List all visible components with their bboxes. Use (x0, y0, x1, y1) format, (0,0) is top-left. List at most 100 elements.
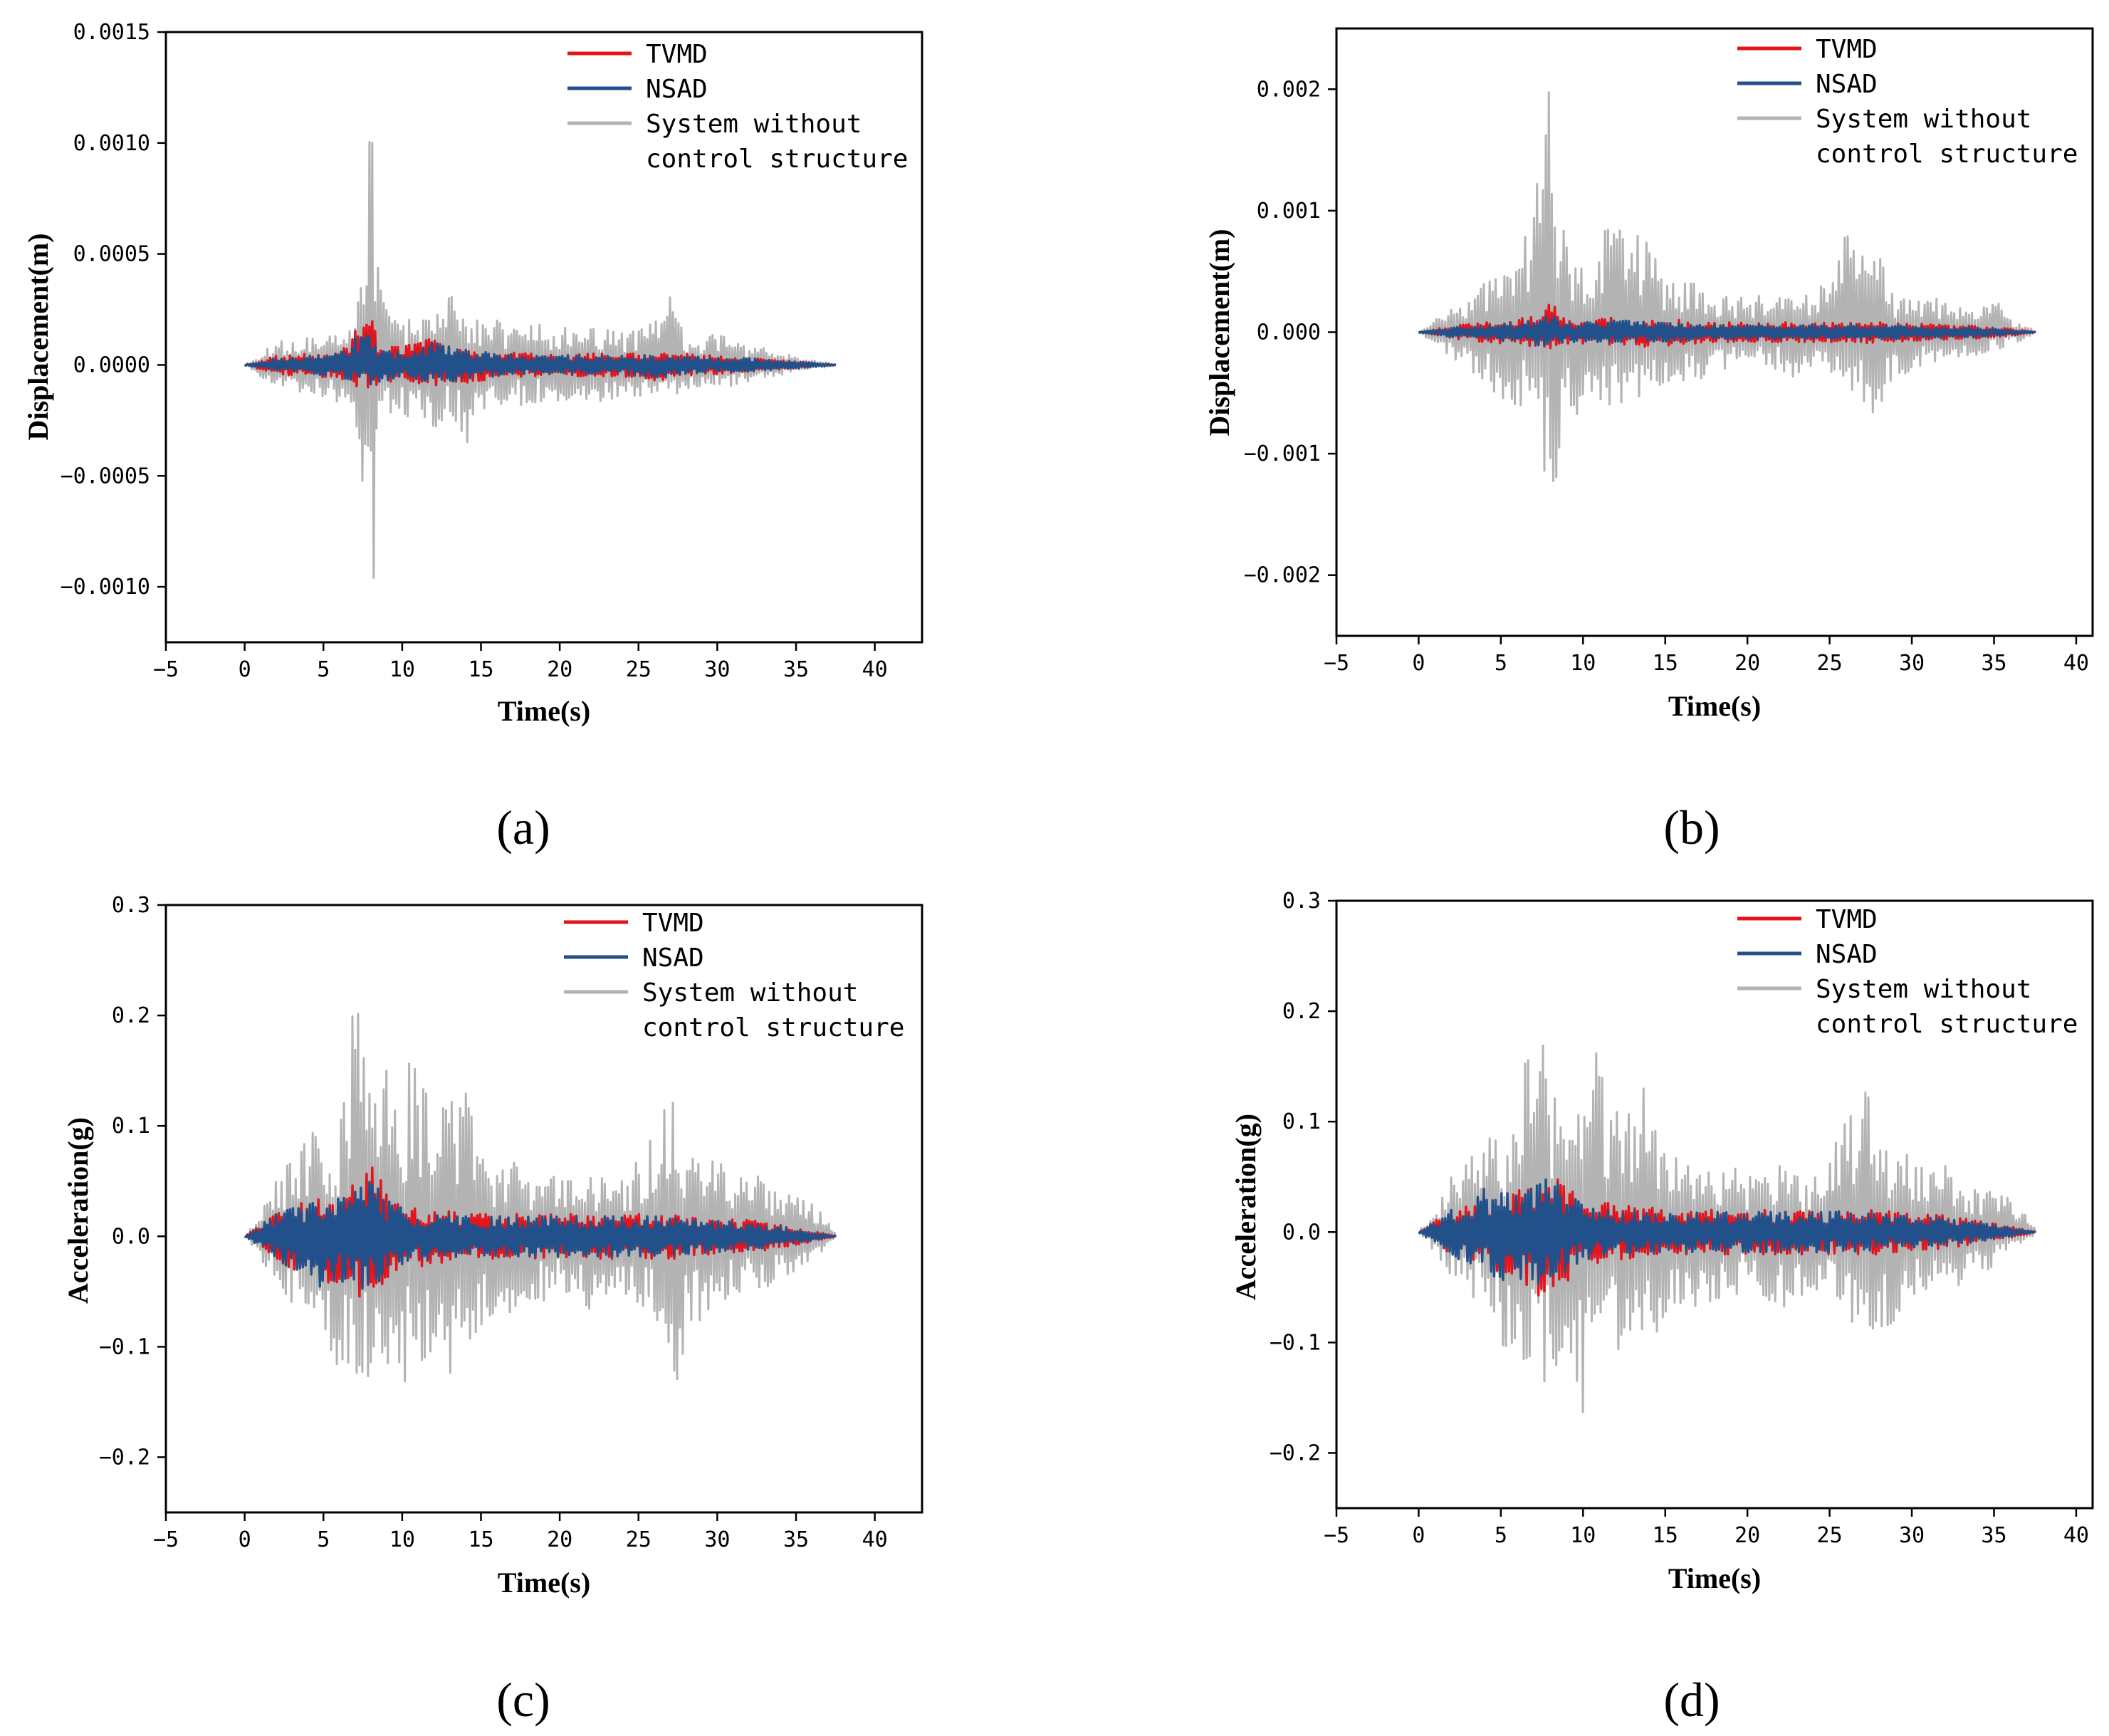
panel-b: −5 0 5 10 15 20 25 30 35 40 −0.002 −0.001 0.000 0.001… (1203, 27, 2094, 854)
x-tick-label: 5 (317, 1527, 330, 1552)
y-tick-label: −0.2 (1270, 1440, 1321, 1465)
x-tick-label: 0 (1412, 651, 1425, 676)
y-tick-label: 0.0010 (73, 131, 150, 156)
series-line-system-without-control-structure (244, 1013, 837, 1383)
panel-a: −5 0 5 10 15 20 25 30 35 40 −0.0010 −0.0005 0.0000 0.… (22, 20, 923, 854)
x-tick-label: 25 (626, 657, 651, 682)
x-tick-label: −5 (1324, 1523, 1349, 1548)
legend-label-tvmd: TVMD (646, 40, 708, 69)
x-tick-label: 10 (389, 1527, 415, 1552)
legend-label-uncontrolled: System without (1816, 105, 2031, 134)
y-tick-label: 0.0 (1282, 1220, 1321, 1245)
series-line-nsad (244, 335, 837, 386)
y-tick-label: −0.001 (1244, 441, 1321, 466)
x-tick-label: 0 (239, 657, 251, 682)
x-tick-label: 30 (704, 657, 730, 682)
series-line-nsad (244, 1181, 837, 1290)
legend: TVMD NSAD System without control structu… (564, 909, 904, 1042)
y-tick-label: 0.0 (112, 1224, 150, 1249)
legend-label-uncontrolled: System without (1816, 975, 2031, 1004)
x-tick-label: 20 (547, 657, 572, 682)
y-tick-label: −0.0010 (61, 575, 150, 600)
y-axis-title: Displacement(m) (1203, 229, 1235, 436)
plot-frame (164, 904, 923, 1514)
y-tick-label: −0.2 (99, 1445, 150, 1470)
plot-area: −5 0 5 10 15 20 25 30 35 40 −0.2 −0.1 0.0 0.1 0.2 0.3 (99, 893, 888, 1552)
y-tick-label: 0.0015 (73, 20, 150, 45)
x-tick-label: −5 (153, 657, 179, 682)
series-line-nsad (1418, 315, 2036, 347)
panel-d: −5 0 5 10 15 20 25 30 35 40 −0.2 −0.1 0.0 0.1 0.2 0.3 T… (1230, 889, 2094, 1727)
plot-area: −5 0 5 10 15 20 25 30 35 40 −0.0010 −0.0005 0.0000 0.… (61, 20, 888, 682)
x-axis-title: Time(s) (498, 1567, 590, 1599)
x-tick-label: 10 (1570, 1523, 1596, 1548)
x-tick-label: 0 (239, 1527, 251, 1552)
legend-label-tvmd: TVMD (1816, 35, 1878, 64)
legend-label-uncontrolled-line2: control structure (646, 145, 908, 174)
x-tick-label: 5 (1495, 651, 1507, 676)
x-tick-label: −5 (153, 1527, 179, 1552)
legend-label-nsad: NSAD (1816, 70, 1878, 99)
plot-frame (1335, 899, 2094, 1510)
panel-label: (d) (1663, 1673, 1720, 1727)
legend: TVMD NSAD System without control structu… (1737, 35, 2078, 169)
x-tick-label: −5 (1324, 651, 1349, 676)
x-tick-label: 20 (547, 1527, 572, 1552)
x-tick-label: 15 (468, 657, 493, 682)
y-tick-label: 0.1 (112, 1114, 150, 1139)
x-tick-label: 35 (1981, 651, 2006, 676)
x-tick-label: 30 (704, 1527, 730, 1552)
x-tick-label: 15 (1653, 1523, 1678, 1548)
x-tick-label: 15 (468, 1527, 493, 1552)
y-tick-label: 0.1 (1282, 1109, 1321, 1134)
x-tick-label: 40 (862, 657, 888, 682)
series-line-nsad (1418, 1178, 2036, 1285)
y-tick-label: −0.0005 (61, 464, 150, 488)
x-tick-label: 10 (389, 657, 415, 682)
x-axis-title: Time(s) (1668, 690, 1761, 722)
legend-label-nsad: NSAD (1816, 940, 1878, 969)
y-tick-label: −0.1 (1270, 1330, 1321, 1355)
y-tick-label: 0.3 (112, 893, 150, 918)
legend-label-uncontrolled-line2: control structure (642, 1013, 904, 1042)
plot-area: −5 0 5 10 15 20 25 30 35 40 −0.2 −0.1 0.0 0.1 0.2 0.3 (1270, 889, 2089, 1548)
panel-label: (a) (496, 800, 550, 854)
legend-label-uncontrolled: System without (642, 978, 858, 1008)
legend-label-tvmd: TVMD (1816, 905, 1878, 934)
legend-label-uncontrolled-line2: control structure (1816, 140, 2078, 169)
y-tick-label: 0.0000 (73, 352, 150, 377)
legend-label-uncontrolled: System without (646, 110, 862, 139)
y-tick-label: 0.002 (1257, 77, 1321, 102)
plot-frame (164, 31, 923, 644)
y-tick-label: −0.1 (99, 1334, 150, 1359)
x-tick-label: 20 (1734, 1523, 1760, 1548)
y-axis-title: Displacement(m) (22, 233, 54, 440)
x-tick-label: 25 (1817, 1523, 1843, 1548)
y-tick-label: 0.001 (1257, 199, 1321, 224)
x-axis-title: Time(s) (1668, 1562, 1761, 1594)
legend-label-nsad: NSAD (646, 75, 708, 104)
plot-area: −5 0 5 10 15 20 25 30 35 40 −0.002 −0.001 0.000 0.001… (1244, 77, 2089, 676)
y-axis-title: Acceleration(g) (1230, 1114, 1262, 1300)
x-tick-label: 20 (1734, 651, 1760, 676)
legend-label-uncontrolled-line2: control structure (1816, 1010, 2078, 1039)
x-tick-label: 15 (1653, 651, 1678, 676)
x-tick-label: 25 (626, 1527, 651, 1552)
x-tick-label: 40 (862, 1527, 888, 1552)
y-tick-label: 0.2 (1282, 999, 1321, 1024)
x-tick-label: 5 (1495, 1523, 1507, 1548)
x-axis-title: Time(s) (498, 695, 590, 727)
x-tick-label: 35 (783, 657, 809, 682)
x-tick-label: 0 (1412, 1523, 1425, 1548)
y-tick-label: 0.000 (1257, 320, 1321, 345)
panel-label: (c) (496, 1673, 550, 1727)
legend: TVMD NSAD System without control structu… (1737, 905, 2078, 1039)
x-tick-label: 10 (1570, 651, 1596, 676)
x-tick-label: 30 (1899, 1523, 1925, 1548)
legend-label-tvmd: TVMD (642, 909, 704, 938)
panel-c: −5 0 5 10 15 20 25 30 35 40 −0.2 −0.1 0.0 0.1 0.2 0.3 T… (62, 893, 923, 1727)
y-tick-label: 0.2 (112, 1003, 150, 1028)
legend-label-nsad: NSAD (642, 943, 704, 973)
x-tick-label: 5 (317, 657, 330, 682)
